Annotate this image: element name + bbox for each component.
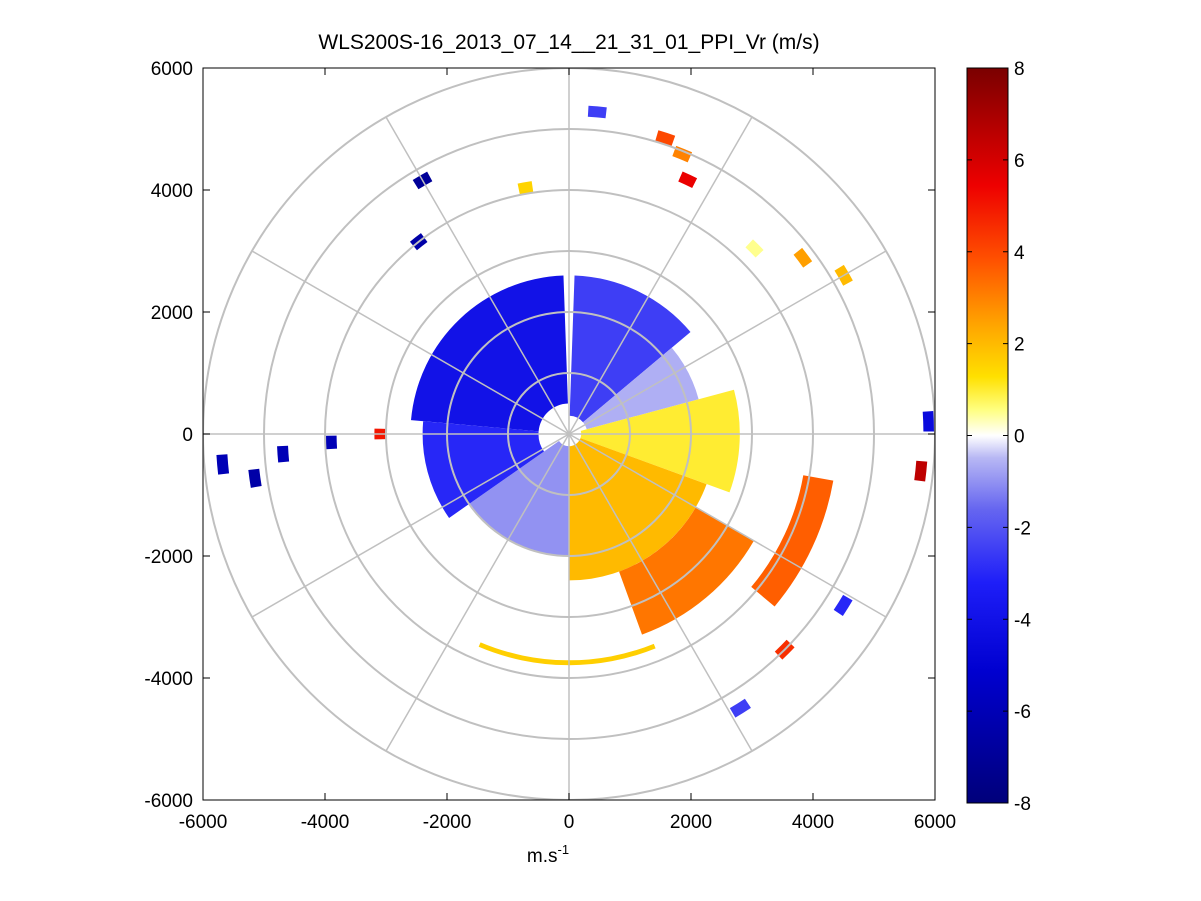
polar-grid xyxy=(203,68,935,800)
y-tick-label: -2000 xyxy=(144,547,193,568)
y-tick-label: 0 xyxy=(182,425,193,446)
colorbar-tick-label: -4 xyxy=(1014,610,1031,631)
colorbar-tick-label: 0 xyxy=(1014,427,1025,448)
velocity-sector-1 xyxy=(569,275,691,423)
y-axis: 6000 4000 2000 0 -2000 -4000 -6000 xyxy=(144,59,935,812)
velocity-gate-7 xyxy=(216,454,230,475)
velocity-gate-8 xyxy=(248,468,262,488)
velocity-gate-13 xyxy=(914,460,928,482)
x-axis-label-base: m.s xyxy=(527,846,558,867)
colorbar-tick-label: -6 xyxy=(1014,702,1031,723)
x-tick-label: 4000 xyxy=(792,812,834,833)
x-axis-label-exponent: -1 xyxy=(558,842,570,857)
azimuth-spoke-10 xyxy=(251,250,570,435)
colorbar xyxy=(966,67,1009,804)
x-tick-label: -4000 xyxy=(301,812,350,833)
azimuth-spoke-1 xyxy=(568,116,753,435)
velocity-arc-0 xyxy=(478,642,656,666)
velocity-sector-5 xyxy=(469,440,569,556)
colorbar-tick-label: 4 xyxy=(1014,243,1025,264)
velocity-gate-14 xyxy=(833,594,853,616)
azimuth-spoke-11 xyxy=(385,116,570,435)
azimuth-spoke-4 xyxy=(568,433,887,618)
y-tick-label: -6000 xyxy=(144,791,193,812)
x-tick-label: 6000 xyxy=(914,812,956,833)
plot-area xyxy=(203,68,935,800)
x-tick-label: -6000 xyxy=(179,812,228,833)
velocity-sector-8 xyxy=(751,475,834,607)
chart-title: WLS200S-16_2013_07_14__21_31_01_PPI_Vr (… xyxy=(318,31,819,54)
velocity-sector-4 xyxy=(569,438,707,581)
velocity-gate-17 xyxy=(793,247,813,268)
azimuth-spoke-5 xyxy=(568,433,753,752)
velocity-gate-3 xyxy=(678,171,698,189)
x-axis-label: m.s-1 xyxy=(527,842,569,867)
colorbar-tick-label: 8 xyxy=(1014,59,1025,80)
colorbar-tick-label: -8 xyxy=(1014,794,1031,815)
x-tick-label: 2000 xyxy=(670,812,712,833)
velocity-gate-12 xyxy=(922,411,935,432)
y-tick-label: 6000 xyxy=(151,59,193,80)
velocity-sector-7 xyxy=(619,507,754,635)
azimuth-spoke-2 xyxy=(568,250,887,435)
velocity-sector-0 xyxy=(411,275,568,432)
colorbar-ticks: 8 6 4 2 0 -2 -4 -6 -8 xyxy=(967,59,1031,815)
velocity-gate-0 xyxy=(587,105,607,119)
y-tick-label: -4000 xyxy=(144,669,193,690)
velocity-sector-6 xyxy=(422,421,545,518)
velocity-gate-6 xyxy=(517,181,534,195)
colorbar-tick-label: 2 xyxy=(1014,335,1025,356)
colorbar-tick-label: 6 xyxy=(1014,151,1025,172)
velocity-gate-2 xyxy=(672,145,693,163)
colorbar-tick-label: -2 xyxy=(1014,518,1031,539)
velocity-gate-19 xyxy=(745,239,764,258)
velocity-gate-10 xyxy=(325,435,338,450)
y-tick-label: 4000 xyxy=(151,181,193,202)
y-tick-label: 2000 xyxy=(151,303,193,324)
velocity-gate-9 xyxy=(277,445,290,463)
azimuth-spoke-7 xyxy=(385,433,570,752)
x-tick-label: -2000 xyxy=(423,812,472,833)
velocity-data-layer xyxy=(216,105,935,718)
azimuth-spoke-8 xyxy=(251,433,570,618)
x-tick-label: 0 xyxy=(564,812,575,833)
x-axis: -6000 -4000 -2000 0 2000 4000 6000 xyxy=(179,68,956,833)
velocity-sector-3 xyxy=(580,389,740,493)
velocity-gate-16 xyxy=(729,698,751,718)
